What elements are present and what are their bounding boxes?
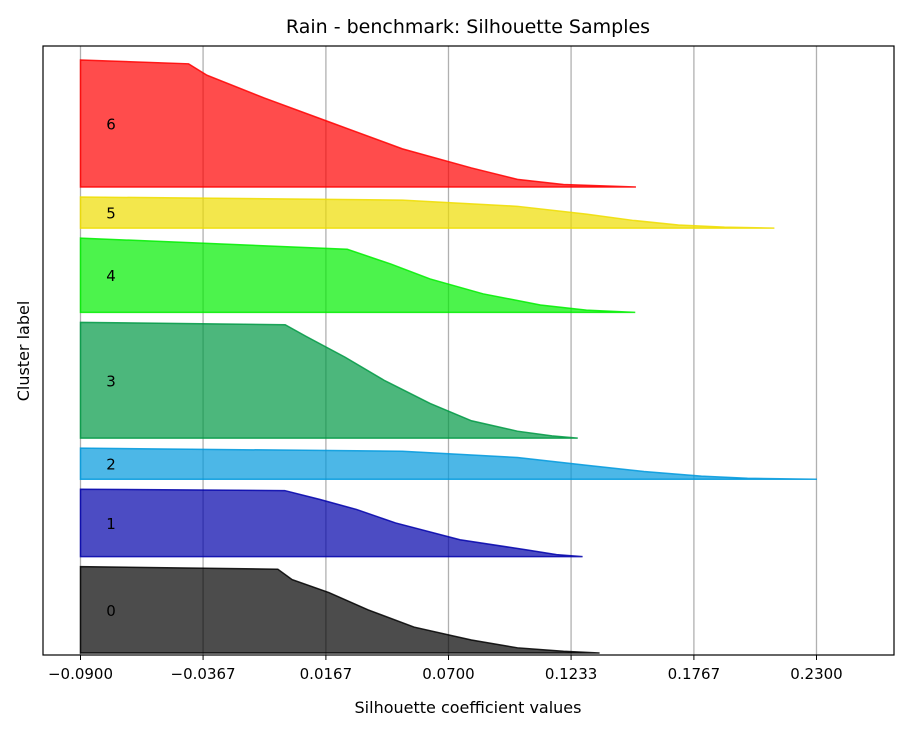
x-tick-label: 0.0700 (422, 665, 475, 683)
cluster-area (79, 237, 636, 314)
x-axis-title: Silhouette coefficient values (355, 698, 582, 717)
cluster-area (79, 196, 775, 229)
cluster-area (79, 447, 817, 480)
x-tick-label: 0.1767 (668, 665, 721, 683)
x-tick-label: 0.0167 (300, 665, 353, 683)
x-tick-label: −0.0367 (171, 665, 236, 683)
cluster-label: 6 (106, 115, 116, 133)
cluster-area (79, 321, 578, 439)
cluster-area (79, 59, 636, 188)
cluster-label: 0 (106, 602, 116, 620)
cluster-area (79, 488, 583, 558)
cluster-label: 3 (106, 372, 116, 390)
silhouette-areas (79, 59, 817, 654)
cluster-area (79, 565, 600, 654)
cluster-label: 2 (106, 456, 116, 474)
cluster-label: 4 (106, 267, 116, 285)
x-tick-label: −0.0900 (48, 665, 113, 683)
plot-frame (42, 45, 895, 656)
y-axis-title: Cluster label (14, 301, 33, 402)
x-tick-label: 0.2300 (790, 665, 843, 683)
cluster-labels: 0 1 2 3 4 5 6 (106, 115, 116, 619)
x-axis-ticks: −0.0900 −0.0367 0.0167 0.0700 0.1233 0.1767 0.… (48, 655, 843, 683)
cluster-label: 1 (106, 515, 116, 533)
cluster-label: 5 (106, 205, 116, 223)
x-tick-label: 0.1233 (545, 665, 598, 683)
chart-title: Rain - benchmark: Silhouette Samples (286, 16, 650, 38)
